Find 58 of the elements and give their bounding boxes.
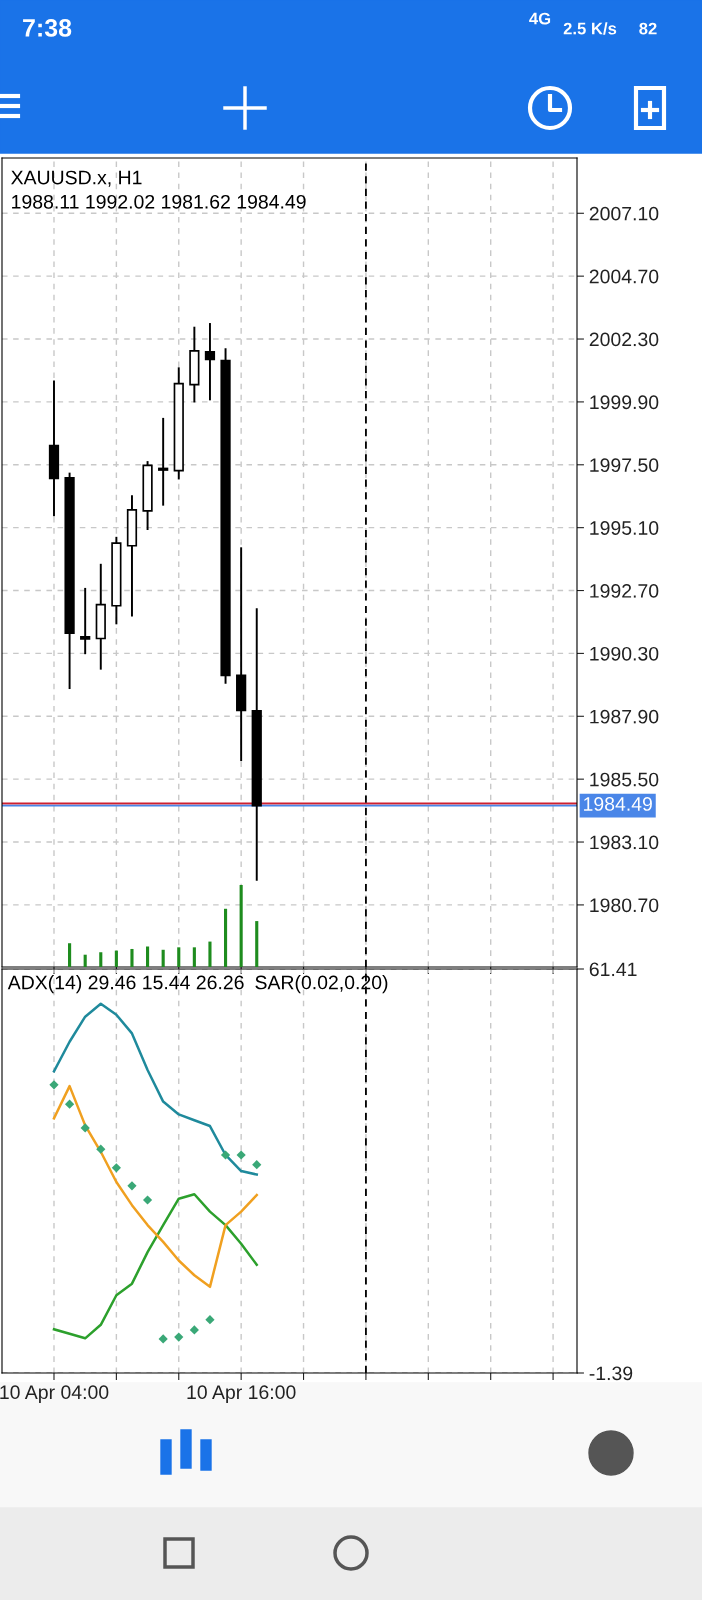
bar [83,954,87,967]
point [96,1144,106,1154]
text: 7:38 [23,19,72,37]
point [252,1160,262,1170]
point [205,1315,215,1325]
point [142,1195,153,1205]
x-tick-label: 10 Apr 04:00 [0,1385,109,1403]
y-tick-label: -1.39 [589,1366,633,1381]
text: 4G [529,12,551,25]
candlestick [158,416,169,507]
text: 1988.11 1992.02 1981.62 1984.49 [12,194,306,209]
bar [99,952,103,967]
y-tick-label: 1992.70 [590,584,659,598]
line-series [52,1084,258,1289]
bar [239,885,243,967]
line-series [52,1192,258,1340]
text: 2.5 K/s [563,22,617,35]
point [111,1163,121,1173]
chart-title: ADX(14) 29.46 15.44 26.26 [7,975,244,994]
line-series [52,1002,258,1176]
point [174,1332,184,1342]
bar [208,941,212,967]
bar [146,946,150,967]
point [220,1150,231,1160]
point [49,1080,59,1090]
y-tick-label: 2004.70 [589,269,659,284]
bar [192,947,196,967]
y-tick-label: 1987.90 [590,709,659,724]
x-tick-label: 10 Apr 16:00 [187,1385,296,1403]
y-tick-label: 1995.10 [590,521,659,535]
text: 82 [639,22,657,35]
text: XAUUSD.x, H1 [11,170,142,187]
y-tick-label: 1980.70 [590,898,659,913]
bar [255,921,259,967]
bar [223,908,228,967]
y-tick-label: 1999.90 [590,395,659,410]
bar [161,949,165,967]
candlestick [204,322,216,402]
y-tick-label: 61.41 [589,962,637,977]
y-tick-label: 1983.10 [590,835,659,850]
point [80,1123,90,1133]
bar [68,943,72,967]
bar [114,950,118,967]
y-tick-label: 1985.50 [590,772,659,787]
ref-line-label: 1984.49 [584,797,652,811]
y-tick-label: 2007.10 [589,206,659,221]
y-tick-label: 2002.30 [589,332,659,347]
point [158,1334,168,1344]
chart-subtitle: SAR(0.02,0.20) [255,975,388,994]
point [236,1150,246,1160]
bar [130,948,134,967]
point [127,1181,137,1191]
point [64,1099,75,1109]
y-tick-label: 1990.30 [590,646,659,661]
bar [177,947,181,967]
candlestick [80,586,91,656]
y-tick-label: 1997.50 [590,458,659,473]
point [189,1325,199,1335]
